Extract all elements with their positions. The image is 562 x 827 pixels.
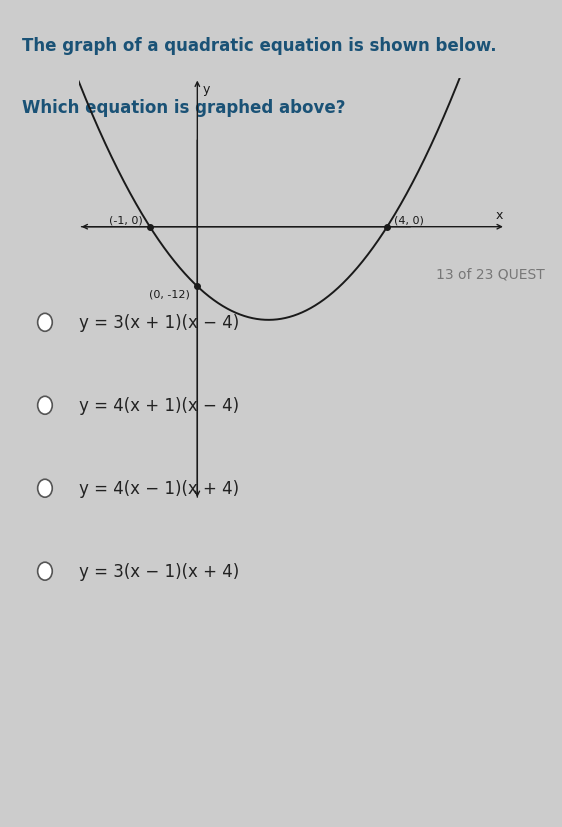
Text: y = 4(x + 1)(x − 4): y = 4(x + 1)(x − 4) bbox=[79, 397, 239, 415]
Text: Which equation is graphed above?: Which equation is graphed above? bbox=[22, 98, 346, 117]
Text: y = 3(x + 1)(x − 4): y = 3(x + 1)(x − 4) bbox=[79, 314, 239, 332]
Circle shape bbox=[38, 314, 52, 332]
Circle shape bbox=[38, 397, 52, 415]
Text: (0, -12): (0, -12) bbox=[149, 289, 190, 299]
Text: y = 3(x − 1)(x + 4): y = 3(x − 1)(x + 4) bbox=[79, 562, 239, 581]
Text: The graph of a quadratic equation is shown below.: The graph of a quadratic equation is sho… bbox=[22, 36, 497, 55]
Circle shape bbox=[38, 562, 52, 581]
Text: 13 of 23 QUEST: 13 of 23 QUEST bbox=[436, 268, 545, 281]
Text: (4, 0): (4, 0) bbox=[395, 215, 424, 225]
Text: x: x bbox=[496, 208, 504, 222]
Circle shape bbox=[38, 480, 52, 498]
Text: y = 4(x − 1)(x + 4): y = 4(x − 1)(x + 4) bbox=[79, 480, 239, 498]
Text: (-1, 0): (-1, 0) bbox=[109, 215, 143, 225]
Text: y: y bbox=[203, 83, 210, 96]
